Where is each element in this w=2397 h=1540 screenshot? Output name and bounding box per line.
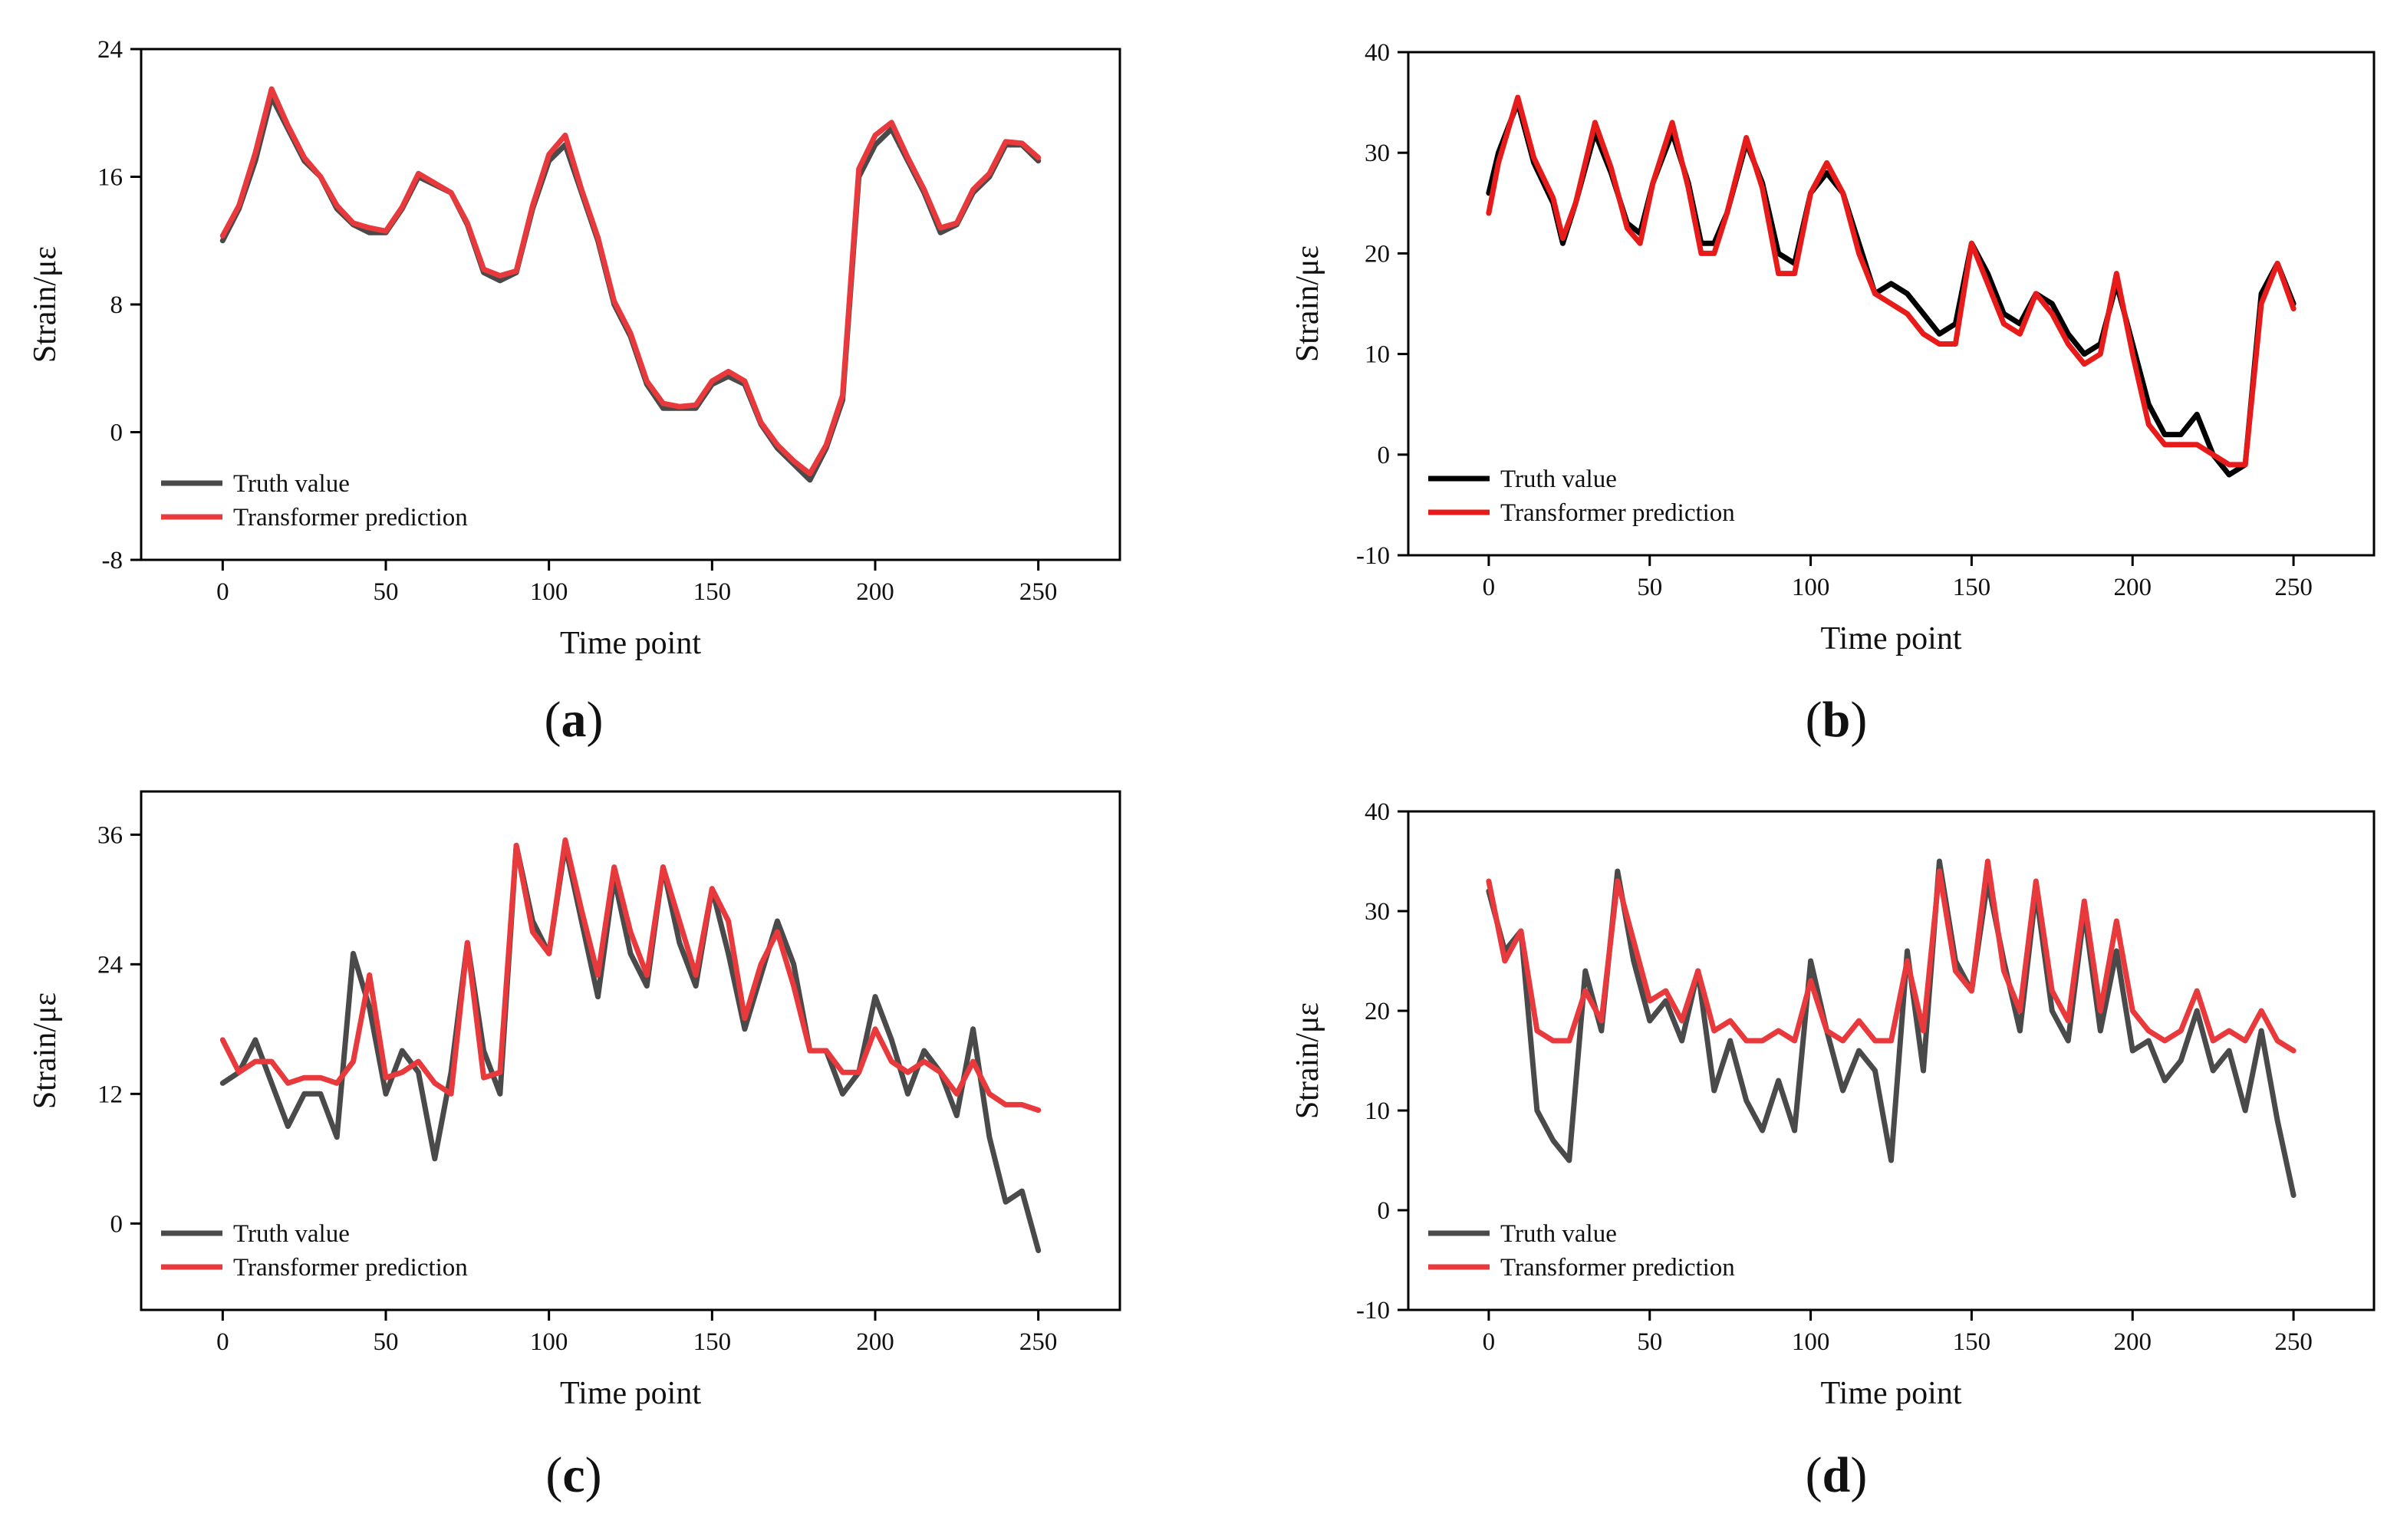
x-tick-label: 150 bbox=[693, 578, 732, 606]
x-tick-label: 50 bbox=[374, 1328, 399, 1356]
y-axis-label: Strain/με bbox=[1290, 245, 1325, 362]
y-tick-label: 30 bbox=[1365, 140, 1390, 167]
legend-label: Truth value bbox=[1500, 1220, 1617, 1248]
y-tick-label: 0 bbox=[110, 420, 123, 447]
x-tick-label: 250 bbox=[1019, 578, 1058, 606]
legend-label: Truth value bbox=[1500, 466, 1617, 493]
x-tick-label: 250 bbox=[2274, 1328, 2313, 1356]
panel-b: 0 50 100 150 200 250 -10 0 10 20 30 40 Time point Str… bbox=[1290, 39, 2376, 748]
y-tick-label: 10 bbox=[1365, 341, 1390, 369]
series-line-truth-value bbox=[219, 842, 1042, 1253]
x-axis-label: Time point bbox=[1821, 621, 1962, 656]
y-tick-label: 12 bbox=[97, 1081, 123, 1108]
series-line-transformer-prediction bbox=[219, 837, 1042, 1113]
legend-label: Transformer prediction bbox=[233, 1254, 468, 1282]
y-tick-label: 40 bbox=[1365, 39, 1390, 67]
y-tick-label: -10 bbox=[1356, 1297, 1390, 1324]
x-tick-label: 100 bbox=[1792, 1328, 1830, 1356]
y-tick-label: 8 bbox=[110, 291, 123, 319]
panel-d: 0 50 100 150 200 250 -10 0 10 20 30 40 Time point Str… bbox=[1290, 798, 2376, 1503]
y-tick-label: -8 bbox=[102, 547, 123, 574]
panel-label: (b) bbox=[1806, 692, 1868, 748]
x-axis-label: Time point bbox=[560, 1376, 701, 1411]
y-axis-label: Strain/με bbox=[28, 992, 63, 1109]
x-tick-label: 200 bbox=[2114, 1328, 2152, 1356]
y-tick-label: 0 bbox=[1378, 1197, 1391, 1225]
y-tick-label: 16 bbox=[97, 164, 123, 192]
y-axis-label: Strain/με bbox=[28, 246, 63, 363]
x-tick-label: 100 bbox=[530, 1328, 568, 1356]
y-tick-label: 20 bbox=[1365, 240, 1390, 268]
series-line-truth-value bbox=[219, 94, 1042, 483]
y-tick-label: 24 bbox=[97, 951, 123, 979]
legend-label: Truth value bbox=[233, 1220, 350, 1248]
x-tick-label: 0 bbox=[1483, 574, 1496, 601]
x-tick-label: 50 bbox=[1637, 1328, 1662, 1356]
legend-label: Truth value bbox=[233, 470, 350, 498]
x-tick-label: 0 bbox=[1483, 1328, 1496, 1356]
x-tick-label: 150 bbox=[1953, 1328, 1991, 1356]
x-tick-label: 250 bbox=[2274, 574, 2313, 601]
series-line-transformer-prediction bbox=[219, 86, 1042, 477]
x-tick-label: 250 bbox=[1019, 1328, 1058, 1356]
panel-label: (d) bbox=[1806, 1447, 1868, 1503]
y-tick-label: 20 bbox=[1365, 998, 1390, 1025]
panel-label: (c) bbox=[545, 1447, 601, 1503]
y-tick-label: 36 bbox=[97, 821, 123, 849]
legend-label: Transformer prediction bbox=[1500, 1254, 1735, 1282]
x-tick-label: 50 bbox=[374, 578, 399, 606]
panel-a: 0 50 100 150 200 250 -8 0 8 16 24 Time point Strain/… bbox=[28, 36, 1121, 748]
x-tick-label: 200 bbox=[856, 578, 894, 606]
y-axis-label: Strain/με bbox=[1290, 1002, 1325, 1119]
panel-label: (a) bbox=[545, 692, 604, 748]
y-tick-label: 40 bbox=[1365, 798, 1390, 826]
series-line-transformer-prediction bbox=[1486, 858, 2297, 1054]
x-tick-label: 200 bbox=[2114, 574, 2152, 601]
x-tick-label: 150 bbox=[693, 1328, 732, 1356]
x-tick-label: 150 bbox=[1953, 574, 1991, 601]
x-axis-label: Time point bbox=[560, 626, 701, 661]
y-tick-label: 10 bbox=[1365, 1097, 1390, 1125]
legend-label: Transformer prediction bbox=[1500, 499, 1735, 527]
y-tick-label: 0 bbox=[1378, 442, 1391, 469]
plot-frame bbox=[1407, 51, 2376, 557]
x-tick-label: 50 bbox=[1637, 574, 1662, 601]
panel-c: 0 50 100 150 200 250 0 12 24 36 Time point Strain/μ… bbox=[28, 790, 1121, 1503]
y-tick-label: -10 bbox=[1356, 542, 1390, 570]
x-tick-label: 0 bbox=[216, 578, 229, 606]
y-tick-label: 0 bbox=[110, 1210, 123, 1238]
x-tick-label: 100 bbox=[1792, 574, 1830, 601]
y-tick-label: 30 bbox=[1365, 898, 1390, 926]
x-tick-label: 0 bbox=[216, 1328, 229, 1356]
x-tick-label: 100 bbox=[530, 578, 568, 606]
series-line-transformer-prediction bbox=[1486, 94, 2297, 468]
legend-label: Transformer prediction bbox=[233, 504, 468, 531]
x-axis-label: Time point bbox=[1821, 1376, 1962, 1411]
y-tick-label: 24 bbox=[97, 36, 123, 64]
x-tick-label: 200 bbox=[856, 1328, 894, 1356]
plot-frame bbox=[1407, 810, 2376, 1311]
plot-frame bbox=[140, 790, 1121, 1311]
